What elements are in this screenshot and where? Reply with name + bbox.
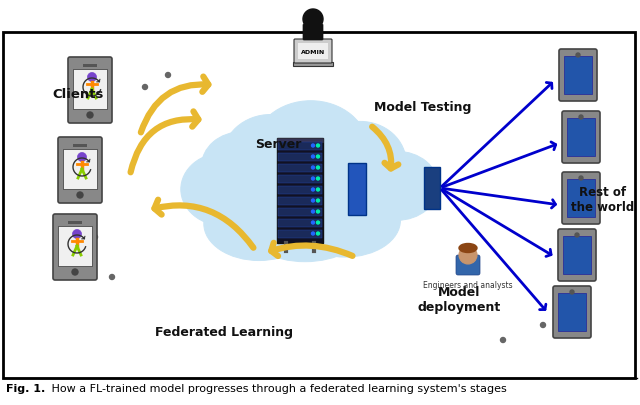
Bar [348,164,366,215]
Circle shape [93,235,97,240]
Circle shape [317,156,319,159]
Bar [83,65,97,68]
Text: ADMIN: ADMIN [301,49,325,54]
Ellipse shape [202,132,282,201]
Circle shape [303,10,323,30]
FancyBboxPatch shape [562,173,600,224]
Bar [558,293,586,331]
Text: Model Testing: Model Testing [374,101,472,114]
Bar [73,70,107,110]
Circle shape [143,85,147,90]
Bar [278,186,322,194]
Ellipse shape [245,193,365,262]
Circle shape [312,166,314,170]
Bar [278,164,322,172]
Ellipse shape [290,184,401,258]
FancyBboxPatch shape [58,138,102,203]
Circle shape [77,153,86,162]
Ellipse shape [314,122,406,205]
Bar [58,226,92,266]
Bar [278,219,322,227]
Circle shape [87,113,93,119]
FancyBboxPatch shape [53,215,97,280]
Circle shape [312,222,314,224]
FancyBboxPatch shape [294,40,332,64]
Circle shape [166,73,170,78]
Circle shape [95,108,100,113]
Text: Clients: Clients [52,88,104,101]
FancyBboxPatch shape [303,25,323,41]
Text: Model
deployment: Model deployment [417,285,500,313]
Circle shape [312,232,314,235]
Circle shape [317,232,319,235]
FancyBboxPatch shape [553,286,591,338]
Ellipse shape [180,153,268,226]
Circle shape [459,246,477,264]
Bar [278,197,322,205]
Text: Engineers and analysts: Engineers and analysts [423,280,513,289]
Ellipse shape [222,115,319,202]
Bar [68,222,82,224]
Ellipse shape [356,152,438,221]
Text: Federated Learning: Federated Learning [155,325,293,338]
Ellipse shape [253,101,368,198]
Bar [278,142,322,150]
Circle shape [317,189,319,192]
Text: Rest of
the world: Rest of the world [572,185,635,213]
Ellipse shape [204,188,314,261]
Circle shape [317,166,319,170]
Bar [277,138,323,142]
Text: How a FL-trained model progresses through a federated learning system's stages: How a FL-trained model progresses throug… [48,383,507,393]
Circle shape [88,73,97,82]
Circle shape [317,211,319,213]
Circle shape [579,177,583,181]
Circle shape [312,189,314,192]
FancyBboxPatch shape [558,230,596,281]
Bar [567,179,595,217]
Bar [298,44,328,60]
Circle shape [312,145,314,148]
Bar [278,175,322,183]
Text: Fig. 1.: Fig. 1. [6,383,45,393]
Circle shape [317,145,319,148]
Circle shape [579,116,583,120]
FancyBboxPatch shape [559,50,597,102]
Bar [564,57,592,95]
Circle shape [312,177,314,181]
Circle shape [317,222,319,224]
Bar [278,208,322,216]
FancyBboxPatch shape [3,33,635,378]
Bar [567,119,595,157]
Circle shape [500,338,506,343]
Bar [563,237,591,274]
Circle shape [72,230,81,239]
Text: Server: Server [255,138,301,151]
Ellipse shape [459,244,477,253]
FancyBboxPatch shape [68,58,112,124]
Circle shape [77,192,83,198]
Circle shape [109,275,115,280]
Circle shape [541,323,545,328]
Circle shape [317,200,319,202]
Circle shape [575,233,579,237]
Bar [73,145,87,148]
Circle shape [317,177,319,181]
Bar [277,138,323,243]
FancyBboxPatch shape [562,112,600,164]
Circle shape [576,54,580,58]
Circle shape [312,156,314,159]
Bar [424,168,440,209]
Bar [278,153,322,161]
Circle shape [570,290,574,294]
FancyBboxPatch shape [456,256,480,275]
Circle shape [312,211,314,213]
Circle shape [72,269,78,275]
Bar [278,230,322,238]
Bar [63,149,97,190]
Bar [293,63,333,67]
Ellipse shape [213,132,397,259]
Ellipse shape [337,138,411,202]
Circle shape [312,200,314,202]
